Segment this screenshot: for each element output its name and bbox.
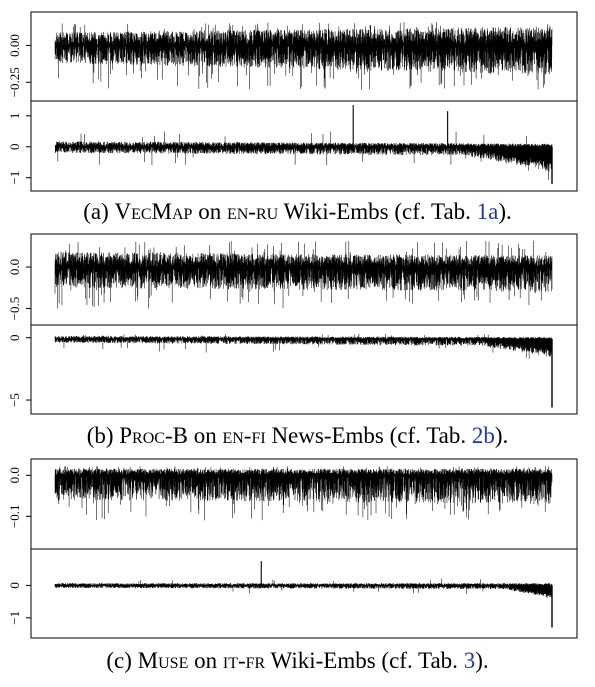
caption-c: (c) Muse on it-fr Wiki-Embs (cf. Tab. 3)… (0, 648, 595, 674)
y-tick-label: 0 (7, 334, 22, 341)
y-tick-label: −5 (7, 393, 22, 407)
y-tick-label: 0.0 (7, 259, 22, 275)
caption-cf: (cf. Tab. (394, 199, 471, 224)
y-tick-label: −0.1 (7, 505, 22, 529)
y-tick-label: 1 (7, 113, 22, 120)
caption-close: ). (498, 199, 512, 224)
caption-b: (b) Proc-B on en-fi News-Embs (cf. Tab. … (0, 423, 595, 449)
y-tick-label: 0 (7, 582, 22, 589)
panel-frame (30, 233, 578, 415)
caption-method: Muse (137, 648, 189, 673)
caption-on: on (193, 423, 217, 448)
caption-embs: News-Embs (271, 423, 384, 448)
caption-label: (b) (86, 423, 114, 448)
caption-method: VecMap (114, 199, 193, 224)
caption-ref: 2b (471, 423, 495, 448)
caption-close: ). (494, 423, 509, 448)
caption-method: Proc-B (119, 423, 188, 448)
y-tick-label: 0 (7, 144, 22, 151)
caption-on: on (194, 648, 218, 673)
series-spikes (54, 466, 553, 521)
caption-embs: Wiki-Embs (270, 648, 376, 673)
caption-pair: it-fr (222, 648, 266, 673)
series-spikes (54, 333, 553, 359)
caption-a: (a) VecMap on en-ru Wiki-Embs (cf. Tab. … (0, 199, 595, 225)
caption-pair: en-ru (226, 199, 279, 224)
series-spikes (54, 240, 553, 309)
y-tick-label: −0.5 (7, 297, 22, 321)
y-tick-label: −1 (7, 611, 22, 625)
caption-label: (c) (106, 648, 132, 673)
y-tick-label: 0.00 (7, 34, 22, 57)
caption-on: on (198, 199, 222, 224)
caption-ref: 1a (476, 199, 499, 224)
caption-label: (a) (83, 199, 109, 224)
series-spikes (54, 578, 553, 598)
y-tick-label: −0.25 (7, 67, 22, 97)
caption-cf: (cf. Tab. (381, 648, 458, 673)
caption-cf: (cf. Tab. (389, 423, 467, 448)
y-tick-label: 0.0 (7, 467, 22, 483)
caption-close: ). (475, 648, 489, 673)
series-spikes (54, 22, 553, 90)
series-spikes (54, 131, 553, 181)
y-tick-label: −1 (7, 171, 22, 185)
caption-embs: Wiki-Embs (283, 199, 389, 224)
caption-pair: en-fi (222, 423, 266, 448)
caption-ref: 3 (463, 648, 476, 673)
